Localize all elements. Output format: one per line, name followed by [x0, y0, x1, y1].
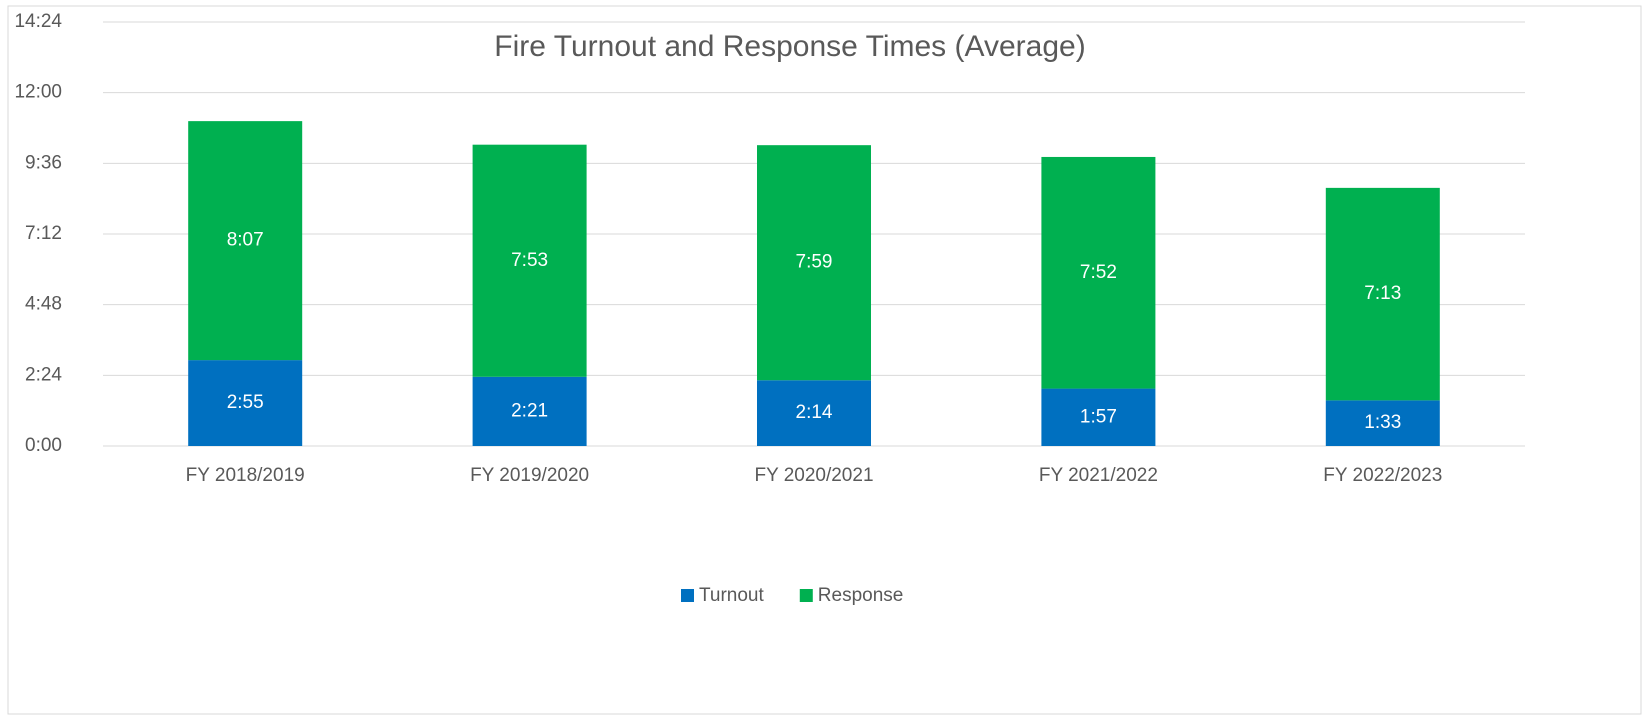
legend-label: Response	[818, 585, 904, 606]
x-tick-label: FY 2021/2022	[1039, 465, 1158, 486]
data-label: 2:55	[227, 392, 264, 413]
data-label: 7:59	[796, 252, 833, 273]
chart-title: Fire Turnout and Response Times (Average…	[494, 30, 1085, 63]
bar-segment	[1325, 187, 1440, 401]
bar-segment	[188, 360, 303, 446]
data-label: 7:53	[511, 250, 548, 271]
legend-label: Turnout	[699, 585, 764, 606]
y-tick-label: 2:24	[25, 364, 62, 385]
bar-segment	[188, 121, 303, 361]
data-label: 1:33	[1364, 412, 1401, 433]
y-tick-label: 4:48	[25, 294, 62, 315]
bar-segment	[472, 376, 587, 446]
y-tick-label: 9:36	[25, 152, 62, 173]
x-tick-label: FY 2022/2023	[1323, 465, 1442, 486]
y-tick-label: 0:00	[25, 435, 62, 456]
x-tick-label: FY 2019/2020	[470, 465, 589, 486]
bar-segment	[472, 144, 587, 377]
bar-segment	[757, 380, 871, 446]
data-label: 2:14	[796, 402, 833, 423]
data-label: 7:13	[1364, 283, 1401, 304]
bar-segment	[757, 145, 871, 381]
data-label: 7:52	[1080, 262, 1117, 283]
data-label: 1:57	[1080, 406, 1117, 427]
bar-segment	[1041, 156, 1156, 389]
legend-swatch	[681, 589, 694, 602]
bar-segment	[1325, 400, 1440, 446]
y-tick-label: 14:24	[14, 11, 62, 32]
data-label: 2:21	[511, 400, 548, 421]
y-tick-label: 12:00	[14, 82, 62, 103]
bar-segment	[1041, 388, 1156, 446]
legend-swatch	[799, 589, 813, 602]
data-label: 8:07	[227, 230, 264, 251]
y-tick-label: 7:12	[25, 223, 62, 244]
x-tick-label: FY 2018/2019	[186, 465, 305, 486]
x-tick-label: FY 2020/2021	[754, 465, 873, 486]
